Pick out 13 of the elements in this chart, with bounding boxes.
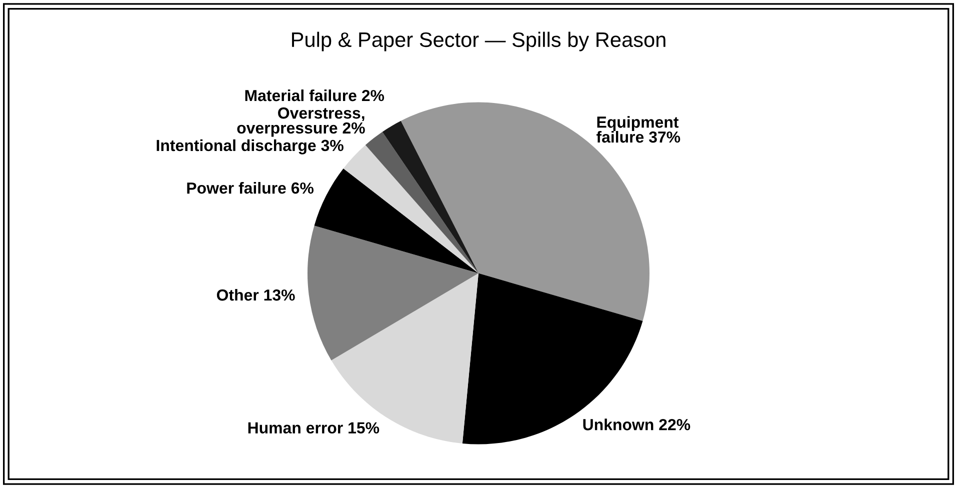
slice-label: Intentional discharge 3% bbox=[156, 139, 344, 154]
pie-slice bbox=[382, 120, 478, 274]
slice-label: Power failure 6% bbox=[187, 182, 314, 194]
chart-title: Pulp & Paper Sector — Spills by Reason bbox=[292, 32, 666, 52]
slice-label: Other 13% bbox=[216, 288, 295, 301]
slice-label: Material failure 2% bbox=[245, 89, 384, 102]
slice-label: Overstress, overpressure 2% bbox=[237, 107, 365, 137]
slice-label: Equipment failure 37% bbox=[596, 116, 680, 143]
pie-slice bbox=[314, 168, 478, 274]
slice-label: Unknown 22% bbox=[583, 418, 690, 430]
pie-slice bbox=[365, 132, 478, 274]
pie-slice bbox=[308, 226, 478, 360]
slice-label: Human error 15% bbox=[248, 422, 380, 434]
